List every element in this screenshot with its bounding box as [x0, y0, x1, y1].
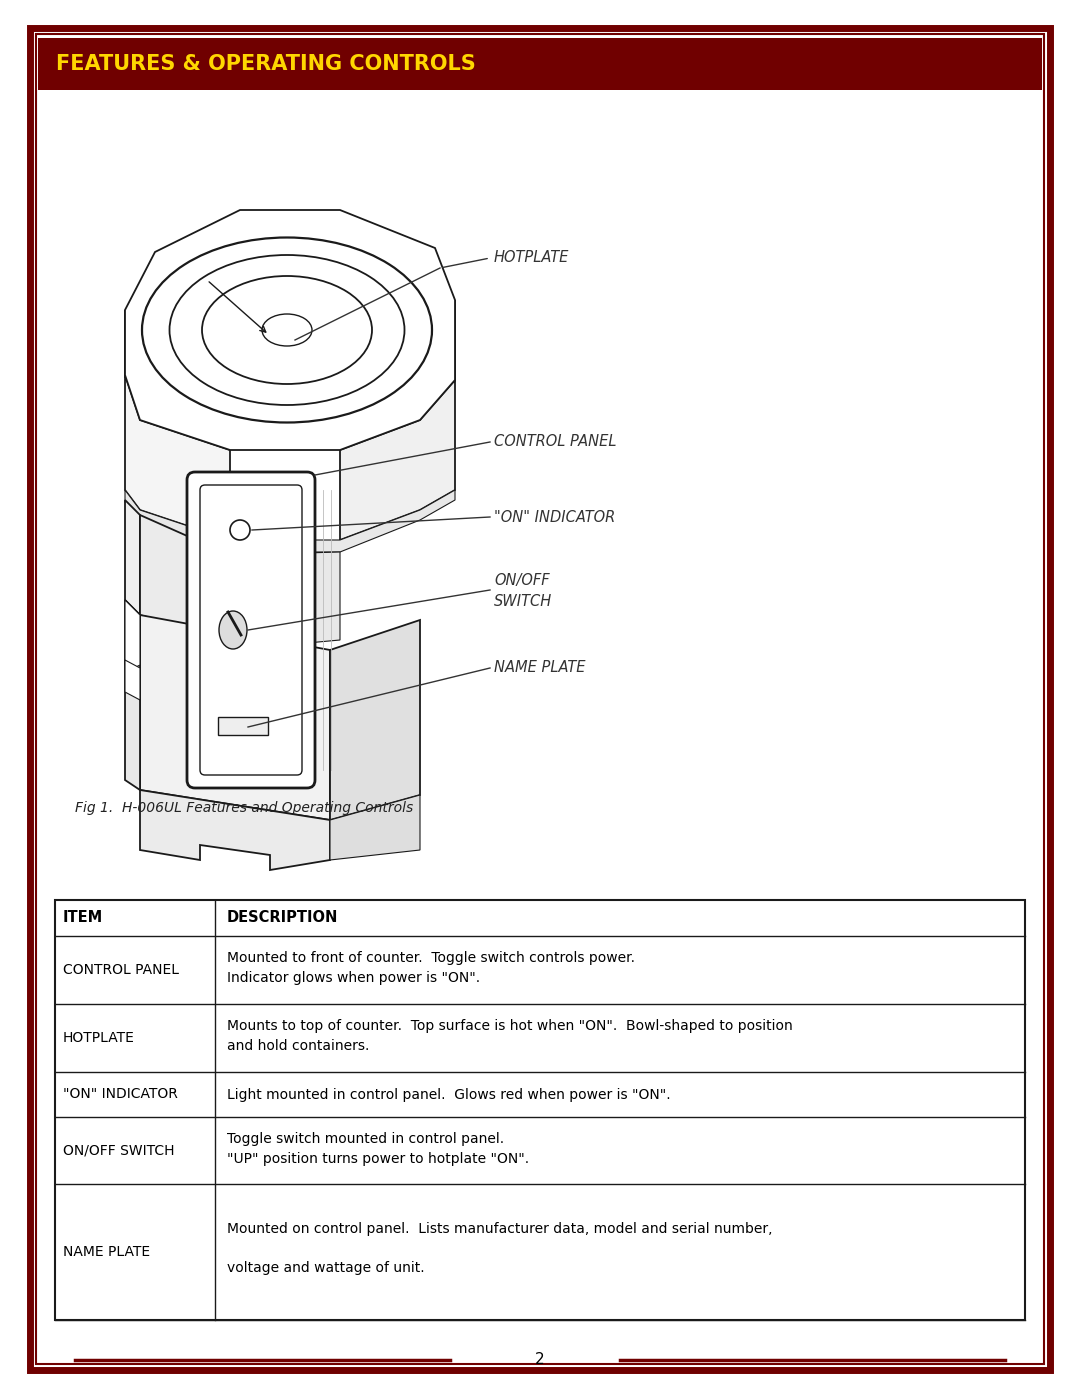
Polygon shape: [340, 300, 455, 541]
Text: and hold containers.: and hold containers.: [227, 1039, 369, 1053]
Text: NAME PLATE: NAME PLATE: [63, 1245, 150, 1259]
Bar: [55, 900, 1025, 1320]
Text: Mounted on control panel.  Lists manufacturer data, model and serial number,: Mounted on control panel. Lists manufact…: [227, 1222, 772, 1236]
Text: "ON" INDICATOR: "ON" INDICATOR: [63, 1087, 178, 1101]
Polygon shape: [125, 659, 140, 700]
FancyBboxPatch shape: [200, 485, 302, 775]
Text: HOTPLATE: HOTPLATE: [63, 1031, 135, 1045]
Ellipse shape: [141, 237, 432, 422]
Ellipse shape: [170, 256, 405, 405]
Ellipse shape: [219, 610, 247, 650]
Polygon shape: [125, 490, 455, 552]
Text: HOTPLATE: HOTPLATE: [494, 250, 569, 265]
Text: CONTROL PANEL: CONTROL PANEL: [63, 963, 179, 977]
Text: CONTROL PANEL: CONTROL PANEL: [494, 434, 617, 450]
Polygon shape: [330, 620, 420, 820]
Text: "UP" position turns power to hotplate "ON".: "UP" position turns power to hotplate "O…: [227, 1151, 529, 1165]
Polygon shape: [330, 795, 420, 861]
Text: Mounted to front of counter.  Toggle switch controls power.: Mounted to front of counter. Toggle swit…: [227, 951, 635, 965]
Text: SWITCH: SWITCH: [494, 595, 552, 609]
Text: 2: 2: [536, 1352, 544, 1368]
Text: DESCRIPTION: DESCRIPTION: [227, 911, 338, 925]
Text: voltage and wattage of unit.: voltage and wattage of unit.: [227, 1261, 424, 1275]
Circle shape: [230, 520, 249, 541]
Text: Fig 1.  H-006UL Features and Operating Controls: Fig 1. H-006UL Features and Operating Co…: [75, 800, 414, 814]
Polygon shape: [140, 789, 330, 870]
Polygon shape: [125, 310, 230, 541]
Text: Mounts to top of counter.  Top surface is hot when "ON".  Bowl-shaped to positio: Mounts to top of counter. Top surface is…: [227, 1020, 793, 1034]
Text: Indicator glows when power is "ON".: Indicator glows when power is "ON".: [227, 971, 481, 985]
Polygon shape: [140, 615, 330, 820]
Text: Toggle switch mounted in control panel.: Toggle switch mounted in control panel.: [227, 1132, 504, 1146]
Polygon shape: [125, 500, 140, 615]
Text: ON/OFF: ON/OFF: [494, 573, 550, 588]
Bar: [38, 38, 1042, 89]
Text: ON/OFF SWITCH: ON/OFF SWITCH: [63, 1144, 175, 1158]
Polygon shape: [230, 552, 340, 650]
Polygon shape: [125, 210, 455, 450]
FancyBboxPatch shape: [187, 472, 315, 788]
Polygon shape: [125, 599, 140, 789]
Text: ITEM: ITEM: [63, 911, 104, 925]
Text: "ON" INDICATOR: "ON" INDICATOR: [494, 510, 616, 524]
Polygon shape: [125, 599, 140, 671]
FancyBboxPatch shape: [218, 717, 268, 735]
Ellipse shape: [202, 277, 372, 384]
Text: NAME PLATE: NAME PLATE: [494, 661, 585, 676]
Polygon shape: [140, 515, 230, 640]
Text: FEATURES & OPERATING CONTROLS: FEATURES & OPERATING CONTROLS: [56, 54, 476, 74]
Ellipse shape: [262, 314, 312, 346]
Text: Light mounted in control panel.  Glows red when power is "ON".: Light mounted in control panel. Glows re…: [227, 1087, 671, 1101]
